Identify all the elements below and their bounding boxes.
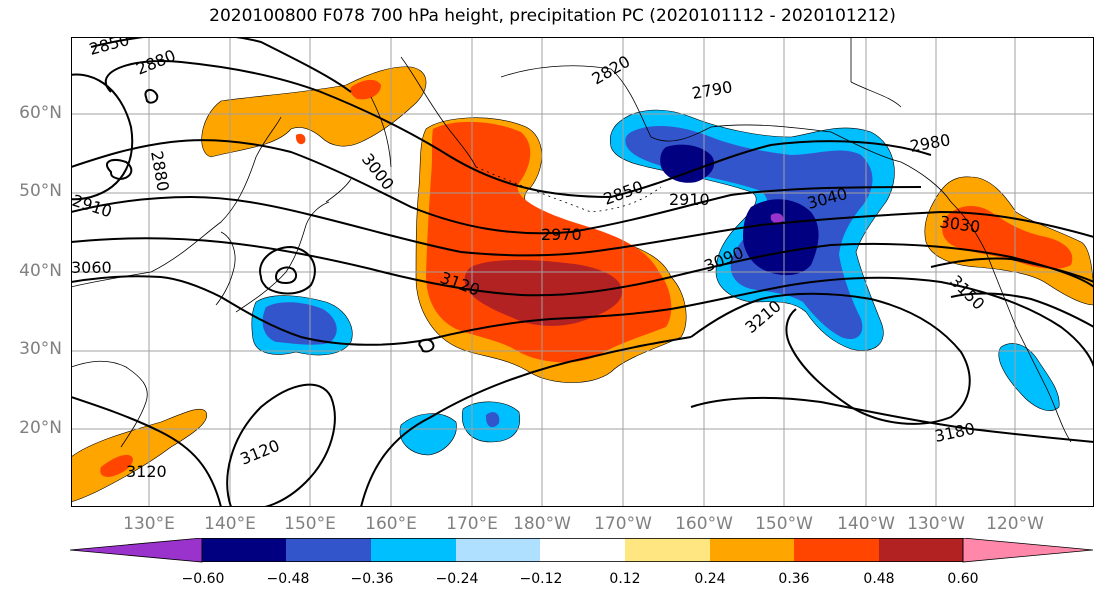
- colorbar-extend-low: [70, 538, 203, 563]
- lat-label-50n: 50°N: [19, 181, 62, 201]
- colorbar-segment: [456, 538, 540, 562]
- contour-label: 2910: [669, 190, 710, 209]
- contour-label: 3180: [933, 419, 977, 446]
- contour-label: 2970: [541, 225, 582, 244]
- contour-label: 2850: [87, 37, 131, 59]
- negative-anomaly-region: [660, 144, 715, 183]
- positive-anomaly-region: [100, 454, 133, 477]
- contour-label: 3150: [946, 271, 988, 313]
- graticule: [71, 37, 1094, 507]
- colorbar-tick-label: −0.12: [519, 571, 563, 587]
- colorbar-extend-high: [962, 538, 1094, 563]
- negative-anomaly-region: [770, 213, 784, 223]
- colorbar-tick-label: −0.60: [181, 571, 225, 587]
- colorbar-segment: [794, 538, 879, 562]
- lon-label-160w: 160°W: [675, 514, 733, 534]
- map-title: 2020100800 F078 700 hPa height, precipit…: [209, 6, 896, 26]
- colorbar-segment: [625, 538, 710, 562]
- map-frame: [71, 37, 1094, 507]
- lon-label-130e: 130°E: [123, 514, 175, 534]
- colorbar-segment: [710, 538, 794, 562]
- lon-label-150w: 150°W: [755, 514, 813, 534]
- colorbar: [70, 538, 1094, 563]
- colorbar-tick-label: 0.48: [863, 571, 895, 587]
- lon-label-170e: 170°E: [446, 514, 498, 534]
- negative-anomaly-region: [625, 125, 873, 339]
- shaded-anomaly-layer: [71, 66, 1094, 503]
- contour-label: 2880: [133, 46, 178, 79]
- lat-label-20n: 20°N: [19, 418, 62, 438]
- height-contours: [71, 37, 1094, 507]
- colorbar-segment: [286, 538, 371, 562]
- colorbar-segment: [879, 538, 963, 562]
- positive-anomaly-region: [350, 79, 381, 100]
- positive-anomaly-region: [295, 133, 306, 145]
- negative-anomaly-region: [262, 302, 337, 345]
- colorbar-segment: [202, 538, 286, 562]
- contour-label: 3120: [126, 462, 167, 481]
- contour-label: 2910: [71, 191, 114, 222]
- contour-label: 3000: [358, 150, 398, 194]
- colorbar-tick-label: −0.36: [350, 571, 394, 587]
- contour-label: 3120: [237, 436, 282, 469]
- map-panel: 2850 2880 2880 2910 3000 2820 2790 2850 …: [71, 37, 1094, 507]
- lat-label-30n: 30°N: [19, 339, 62, 359]
- colorbar-segment: [371, 538, 456, 562]
- colorbar-segment: [540, 538, 625, 562]
- positive-anomaly-region: [201, 66, 427, 158]
- negative-anomaly-region: [485, 412, 500, 428]
- colorbar-tick-label: −0.24: [435, 571, 479, 587]
- contour-label: 2790: [690, 77, 733, 103]
- lon-label-180w: 180°W: [513, 514, 571, 534]
- positive-anomaly-region: [464, 260, 622, 326]
- positive-anomaly-region: [942, 205, 1073, 269]
- colorbar-tick-label: 0.24: [694, 571, 726, 587]
- lon-label-170w: 170°W: [594, 514, 652, 534]
- lat-label-60n: 60°N: [19, 103, 62, 123]
- contour-label: 2980: [908, 130, 951, 156]
- colorbar-tick-label: 0.36: [778, 571, 810, 587]
- colorbar-tick-label: −0.48: [266, 571, 310, 587]
- positive-anomaly-region: [71, 408, 208, 503]
- colorbar-tick-label: 0.12: [609, 571, 641, 587]
- lon-label-160e: 160°E: [365, 514, 417, 534]
- colorbar-tick-label: 0.60: [947, 571, 979, 587]
- negative-anomaly-region: [998, 343, 1060, 411]
- lon-label-140e: 140°E: [204, 514, 256, 534]
- lon-label-120w: 120°W: [986, 514, 1044, 534]
- contour-label: 3210: [741, 296, 784, 337]
- contour-label: 2880: [147, 149, 173, 192]
- contour-label: 2820: [589, 52, 634, 89]
- lon-label-150e: 150°E: [284, 514, 336, 534]
- negative-anomaly-region: [399, 413, 457, 456]
- contour-label: 3060: [71, 258, 112, 277]
- lat-label-40n: 40°N: [19, 261, 62, 281]
- lon-label-130w: 130°W: [907, 514, 965, 534]
- lon-label-140w: 140°W: [837, 514, 895, 534]
